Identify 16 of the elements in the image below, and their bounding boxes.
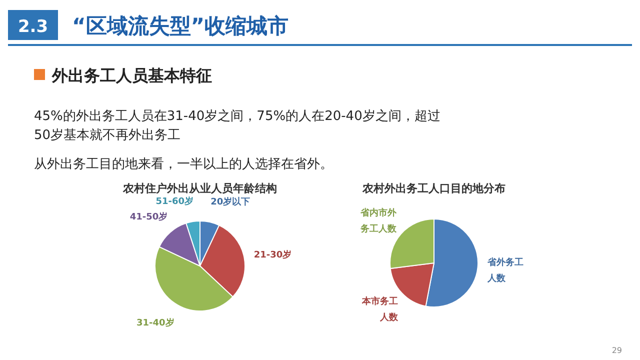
- text: “区域流失型”收缩城市: [72, 14, 289, 38]
- slice-label: 51-60岁: [156, 196, 194, 207]
- slice-label: 本市务工人数: [360, 296, 399, 324]
- slice-label: 31-40岁: [136, 317, 174, 328]
- text: 外出务工人员基本特征: [51, 66, 212, 85]
- text: 2.3: [18, 17, 48, 37]
- slice-label: 省内市外务工人数: [359, 207, 398, 234]
- text: 45%的外出务工人员在31-40岁之间，75%的人在20-40岁之间，超过50岁基本就不再外出务工: [34, 109, 440, 143]
- slice-label: 省外务工人数: [486, 257, 524, 284]
- text: 从外出务工目的地来看，一半以上的人选择在省外。: [34, 157, 333, 172]
- slice-label: 21-30岁: [254, 249, 292, 260]
- slice-label: 20岁以下: [210, 196, 250, 208]
- chart-title: 农村住户外出从业人员年龄结构: [122, 182, 277, 195]
- chart-title: 农村外出务工人口目的地分布: [362, 182, 506, 195]
- slice-label: 41-50岁: [130, 212, 168, 223]
- text: 29: [612, 346, 622, 355]
